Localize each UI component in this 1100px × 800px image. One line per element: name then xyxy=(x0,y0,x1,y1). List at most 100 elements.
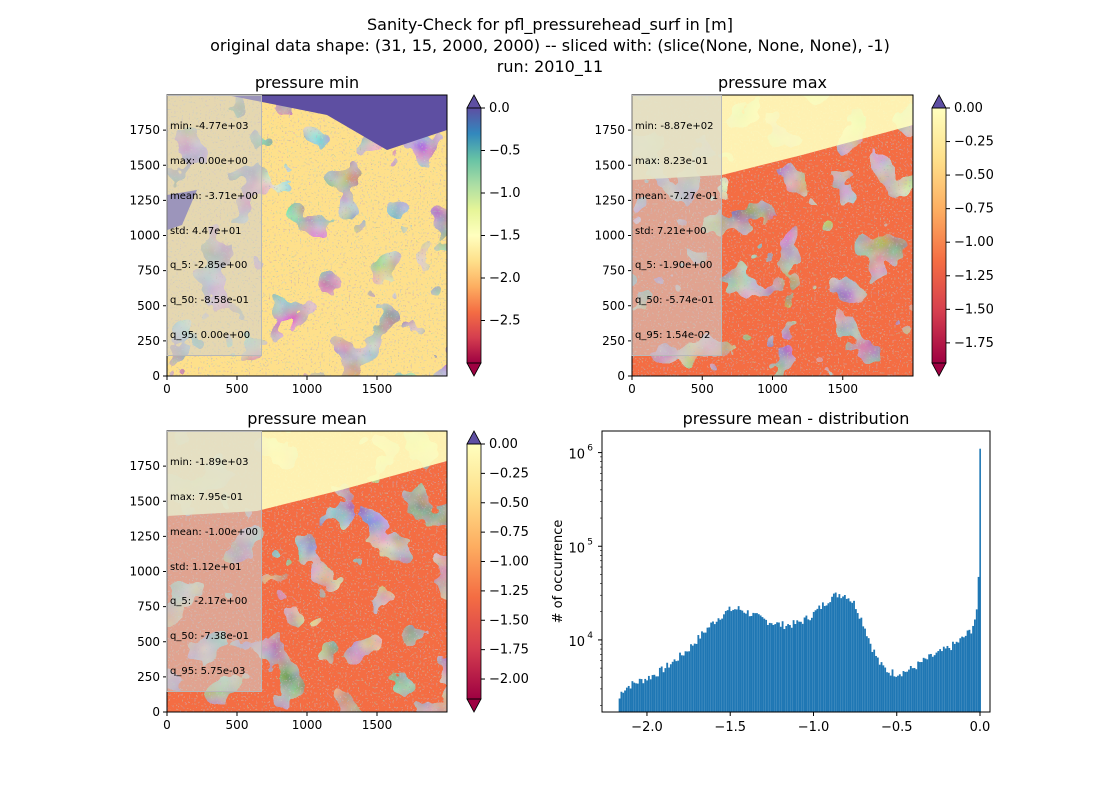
histogram-bar xyxy=(723,614,725,712)
histogram-bar xyxy=(832,593,835,712)
histogram-bar xyxy=(675,661,678,712)
histogram-bar xyxy=(926,659,929,712)
colorbar-extend-max xyxy=(466,94,482,109)
stat-std: std: 4.47e+01 xyxy=(170,225,242,237)
stat-q95: q_95: 1.54e-02 xyxy=(635,329,711,341)
histogram-bar xyxy=(944,648,947,712)
histogram-bar xyxy=(834,592,837,712)
histogram-bar xyxy=(854,609,857,712)
colorbar-tick-label: −0.50 xyxy=(489,496,529,511)
colorbar-tick-label: −2.00 xyxy=(489,672,529,687)
colorbar-tick-label: −2.5 xyxy=(489,314,521,329)
histogram-bar xyxy=(869,643,872,712)
y-tick-label: 250 xyxy=(602,334,625,348)
histogram-bar xyxy=(820,608,822,712)
histogram-bar xyxy=(842,596,844,712)
histogram-bar xyxy=(748,616,751,712)
histogram-bar xyxy=(876,657,879,712)
stat-q95: q_95: 0.00e+00 xyxy=(170,329,251,341)
histogram-bar xyxy=(653,674,656,712)
histogram-bar xyxy=(946,645,949,712)
y-tick-label: 750 xyxy=(602,264,625,278)
stat-mean: mean: -3.71e+00 xyxy=(170,190,259,202)
histogram-bar xyxy=(651,675,654,712)
colorbar xyxy=(932,108,946,363)
histogram-bar xyxy=(875,655,877,712)
y-tick-label: 0 xyxy=(617,369,625,383)
figure-title-line-3: run: 2010_11 xyxy=(496,57,604,76)
stats-box-pressure-mean: min: -1.89e+03 max: 7.95e-01 mean: -1.00… xyxy=(166,431,263,693)
y-tick-label: 1250 xyxy=(129,193,160,207)
histogram-bar xyxy=(697,635,700,712)
histogram-bar xyxy=(919,662,921,712)
histogram-bar xyxy=(649,679,652,712)
histogram-bar xyxy=(741,610,744,712)
histogram-bar xyxy=(794,624,797,712)
y-tick-label: 1500 xyxy=(129,158,160,172)
histogram-bar xyxy=(902,671,905,712)
histogram-bar xyxy=(660,666,663,712)
histogram-bar xyxy=(900,676,903,712)
stat-q50: q_50: -7.38e-01 xyxy=(170,631,249,643)
histogram-bar xyxy=(684,651,687,712)
histogram-bar xyxy=(853,600,855,712)
axes-frame xyxy=(601,430,991,713)
histogram-bar xyxy=(695,643,698,712)
histogram-bar xyxy=(933,655,936,712)
x-tick-label: 1500 xyxy=(827,382,858,396)
histogram-bar xyxy=(858,618,861,712)
colorbar-tick-label: −1.50 xyxy=(954,302,994,317)
y-tick-label: 750 xyxy=(137,264,160,278)
histogram-bar xyxy=(911,668,914,712)
colorbar-extend-max xyxy=(466,430,482,445)
stats-box-pressure-max: min: -8.87e+02 max: 8.23e-01 mean: -7.27… xyxy=(631,95,723,357)
histogram-bar xyxy=(915,669,918,712)
y-tick-label-exponent: 5 xyxy=(587,537,593,547)
histogram-bar xyxy=(816,608,819,712)
histogram-bar xyxy=(680,655,683,712)
histogram-bar xyxy=(864,628,866,712)
map-sea-region xyxy=(227,95,447,150)
y-tick-label: 0 xyxy=(152,705,160,719)
histogram-bar xyxy=(655,676,658,712)
histogram-bar xyxy=(642,683,645,712)
histogram-bar xyxy=(636,683,639,712)
colorbar-frame xyxy=(931,107,947,364)
histogram-bar xyxy=(783,629,786,712)
colorbar-frame xyxy=(466,443,482,700)
histogram-bar xyxy=(776,622,779,712)
x-tick-label: 1000 xyxy=(292,382,323,396)
histogram-bar xyxy=(704,632,707,712)
stat-max: max: 7.95e-01 xyxy=(170,491,244,503)
histogram-bar xyxy=(961,636,964,712)
histogram-bar xyxy=(948,647,951,712)
colorbar-tick-label: −0.5 xyxy=(489,144,521,159)
histogram-bar xyxy=(814,610,817,712)
histogram-bar xyxy=(781,621,784,712)
histogram-bar xyxy=(767,624,769,712)
histogram-bar xyxy=(924,658,927,712)
histogram-bar xyxy=(801,623,804,712)
histogram-bar xyxy=(778,622,780,712)
stat-min: min: -8.87e+02 xyxy=(635,121,714,133)
histogram-bar xyxy=(789,625,791,712)
histogram-bar xyxy=(726,610,729,712)
colorbar-tick-label: 0.00 xyxy=(954,101,983,116)
histogram-bar xyxy=(693,643,696,712)
stat-q5: q_5: -1.90e+00 xyxy=(635,260,713,272)
histogram-bar xyxy=(790,627,793,712)
histogram-bar xyxy=(702,632,705,712)
histogram-bar xyxy=(937,651,940,712)
histogram-bar xyxy=(803,617,806,712)
histogram-bar xyxy=(823,606,826,712)
histogram-bar xyxy=(734,609,736,712)
histogram-bar xyxy=(922,657,925,712)
histogram-bar xyxy=(856,613,859,712)
histogram-bar xyxy=(664,668,667,712)
histogram-bar xyxy=(699,638,702,712)
histogram-bar xyxy=(821,602,824,712)
panel-title: pressure min xyxy=(255,73,359,92)
histogram-bar xyxy=(882,665,885,712)
colorbar xyxy=(467,108,481,363)
histogram-bar xyxy=(754,613,757,712)
